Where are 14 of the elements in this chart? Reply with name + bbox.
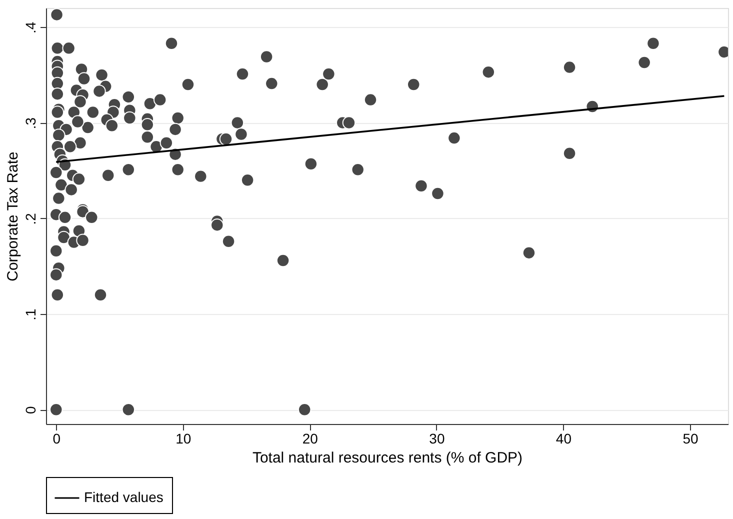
y-tick-label: .2 <box>22 212 38 225</box>
x-axis-title: Total natural resources rents (% of GDP) <box>252 450 523 466</box>
x-tick-label: 20 <box>302 430 318 446</box>
x-tick-label: 30 <box>429 430 445 446</box>
y-axis-title: Corporate Tax Rate <box>4 152 22 282</box>
y-tick-label: .4 <box>22 22 38 34</box>
y-tick-label: .3 <box>22 117 38 130</box>
x-tick-label: 10 <box>176 430 192 446</box>
x-tick-label: 0 <box>52 430 61 446</box>
y-tick-label: .1 <box>22 308 38 320</box>
x-tick-label: 40 <box>556 430 572 446</box>
legend-label: Fitted values <box>84 489 164 505</box>
y-tick-label: 0 <box>22 406 38 414</box>
x-tick-label: 50 <box>682 430 698 446</box>
